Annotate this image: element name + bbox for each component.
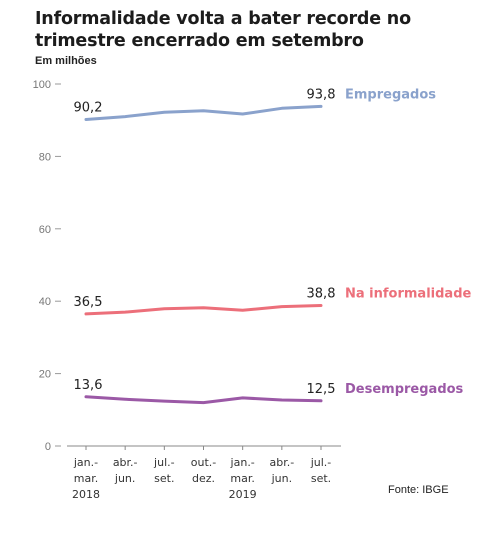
chart-title: Informalidade volta a bater recorde no t…	[35, 9, 411, 51]
y-tick-label: 0	[45, 441, 51, 453]
x-tick-label: jun.	[114, 472, 136, 485]
x-tick-label: jan.-	[230, 456, 255, 469]
x-tick-label: jun.	[271, 472, 293, 485]
x-tick-label: 2018	[72, 488, 100, 501]
series-name-label: Desempregados	[345, 382, 464, 397]
x-tick-label: jan.-	[73, 456, 98, 469]
x-tick-label: jul.-	[153, 456, 175, 469]
y-tick-label: 100	[33, 79, 51, 91]
series-line	[84, 304, 323, 316]
series-line	[84, 395, 323, 405]
x-tick-label: mar.	[230, 472, 254, 485]
series-name-label: Empregados	[345, 87, 436, 102]
y-tick-label: 80	[39, 151, 51, 163]
data-label: 36,5	[74, 295, 103, 310]
data-label: 93,8	[307, 87, 336, 102]
data-label: 90,2	[74, 100, 103, 115]
series-line	[84, 104, 323, 121]
x-tick-label: jul.-	[310, 456, 332, 469]
x-tick-label: abr.-	[113, 456, 138, 469]
x-tick-label: set.	[154, 472, 174, 485]
data-label: 38,8	[307, 287, 336, 302]
x-tick-label: abr.-	[269, 456, 294, 469]
x-tick-label: set.	[311, 472, 331, 485]
y-tick-label: 40	[39, 296, 51, 308]
x-tick-label: 2019	[229, 488, 257, 501]
series-name-label: Na informalidade	[345, 287, 472, 302]
x-tick-label: dez.	[192, 472, 215, 485]
data-label: 12,5	[307, 382, 336, 397]
y-tick-label: 20	[39, 369, 51, 381]
unit-label: Em milhões	[35, 55, 97, 67]
data-label: 13,6	[74, 378, 103, 393]
source-note: Fonte: IBGE	[388, 484, 449, 496]
x-tick-label: mar.	[74, 472, 98, 485]
x-tick-label: out.-	[191, 456, 217, 469]
y-tick-label: 60	[39, 224, 51, 236]
